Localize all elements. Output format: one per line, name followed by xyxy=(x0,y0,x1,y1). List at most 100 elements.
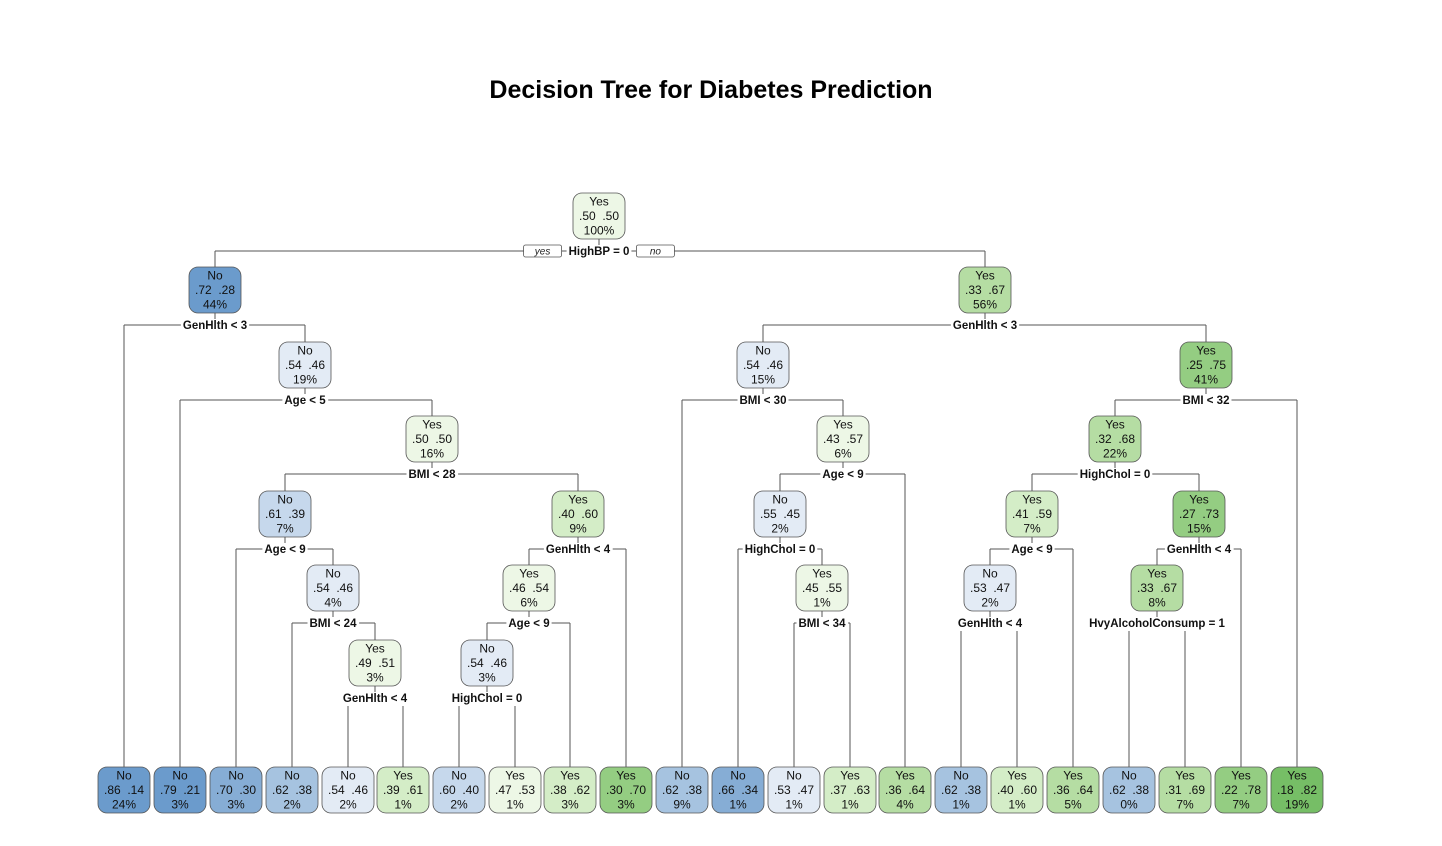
node-box xyxy=(551,490,605,538)
node-percentage: 2% xyxy=(283,798,301,812)
split-label-bg xyxy=(820,468,866,482)
split-label-bg xyxy=(1164,543,1234,557)
split-label: GenHlth < 4 xyxy=(340,692,410,706)
split-label: GenHlth < 4 xyxy=(543,543,613,557)
node-class-label: No xyxy=(451,769,467,783)
node-box xyxy=(188,266,242,314)
node-class-label: Yes xyxy=(1175,769,1195,783)
node-percentage: 41% xyxy=(1194,373,1218,387)
node-box xyxy=(1046,766,1100,814)
leaf-node: No.60 .402% xyxy=(432,766,486,814)
split-rule: BMI < 30 xyxy=(740,395,787,407)
split-label-bg xyxy=(449,692,525,706)
leaf-node: No.53 .471% xyxy=(767,766,821,814)
node-percentage: 1% xyxy=(813,596,831,610)
node-box xyxy=(488,766,542,814)
split-rule: Age < 9 xyxy=(264,544,305,556)
split-label-bg xyxy=(796,617,849,631)
node-box xyxy=(306,564,360,612)
node-class-label: Yes xyxy=(1287,769,1307,783)
node-percentage: 7% xyxy=(276,522,294,536)
node-class-label: No xyxy=(1121,769,1137,783)
node-class-label: Yes xyxy=(422,418,442,432)
split-label: BMI < 24 xyxy=(307,617,360,631)
node-class-label: Yes xyxy=(616,769,636,783)
split-label: Age < 9 xyxy=(1009,543,1055,557)
node-probabilities: .22 .78 xyxy=(1221,783,1261,797)
node-class-label: No xyxy=(228,769,244,783)
node-class-label: Yes xyxy=(589,195,609,209)
split-rule: HvyAlcoholConsump = 1 xyxy=(1089,618,1225,630)
tree-node: No.54 .464% xyxy=(306,564,360,612)
node-percentage: 2% xyxy=(771,522,789,536)
node-class-label: Yes xyxy=(393,769,413,783)
node-class-label: Yes xyxy=(812,567,832,581)
node-percentage: 22% xyxy=(1103,447,1127,461)
node-probabilities: .55 .45 xyxy=(760,507,800,521)
node-class-label: No xyxy=(207,269,223,283)
node-probabilities: .36 .64 xyxy=(1053,783,1093,797)
node-box xyxy=(767,766,821,814)
tree-node: Yes.43 .576% xyxy=(816,415,870,463)
node-probabilities: .66 .34 xyxy=(718,783,758,797)
node-percentage: 56% xyxy=(973,298,997,312)
tree-node: Yes.33 .678% xyxy=(1130,564,1184,612)
split-rule: GenHlth < 4 xyxy=(958,618,1023,630)
split-label-bg xyxy=(282,394,329,408)
node-class-label: No xyxy=(674,769,690,783)
split-rule: Age < 5 xyxy=(284,395,326,407)
split-label-bg xyxy=(955,617,1025,631)
node-box xyxy=(278,341,332,389)
node-box xyxy=(655,766,709,814)
node-probabilities: .41 .59 xyxy=(1012,507,1052,521)
node-probabilities: .50 .50 xyxy=(412,432,452,446)
node-class-label: Yes xyxy=(895,769,915,783)
split-rule: GenHlth < 4 xyxy=(546,544,611,556)
node-probabilities: .54 .46 xyxy=(285,358,325,372)
node-percentage: 9% xyxy=(569,522,587,536)
leaf-node: No.62 .380% xyxy=(1102,766,1156,814)
branch-tag-box xyxy=(636,244,675,258)
split-label-bg xyxy=(950,319,1020,333)
node-class-label: No xyxy=(297,344,313,358)
split-label: Age < 9 xyxy=(506,617,552,631)
branch-tag-yes: yes xyxy=(523,244,562,258)
node-probabilities: .18 .82 xyxy=(1277,783,1317,797)
chart-title: Decision Tree for Diabetes Prediction xyxy=(489,76,932,104)
leaf-node: No.66 .341% xyxy=(711,766,765,814)
branch-tag-no: no xyxy=(636,244,675,258)
split-rule: BMI < 28 xyxy=(409,469,457,481)
node-probabilities: .72 .28 xyxy=(195,283,235,297)
node-box xyxy=(823,766,877,814)
split-label: HighBP = 0 xyxy=(566,245,632,259)
node-class-label: Yes xyxy=(1196,344,1216,358)
node-box xyxy=(711,766,765,814)
node-class-label: No xyxy=(730,769,746,783)
node-box xyxy=(502,564,556,612)
leaf-node: No.62 .389% xyxy=(655,766,709,814)
split-label-bg xyxy=(543,543,613,557)
split-label-bg xyxy=(737,394,789,408)
node-probabilities: .79 .21 xyxy=(160,783,200,797)
node-box xyxy=(432,766,486,814)
split-rule: BMI < 34 xyxy=(799,618,847,630)
node-percentage: 7% xyxy=(1176,798,1194,812)
node-class-label: No xyxy=(479,642,495,656)
leaf-node: No.79 .213% xyxy=(153,766,207,814)
node-class-label: No xyxy=(953,769,969,783)
node-box xyxy=(1172,490,1226,538)
split-rule: GenHlth < 3 xyxy=(953,320,1017,332)
node-class-label: No xyxy=(982,567,998,581)
leaf-node: No.62 .382% xyxy=(265,766,319,814)
node-percentage: 1% xyxy=(394,798,412,812)
node-probabilities: .38 .62 xyxy=(550,783,590,797)
node-probabilities: .62 .38 xyxy=(1109,783,1149,797)
node-probabilities: .54 .46 xyxy=(743,358,783,372)
split-label-bg xyxy=(406,468,459,482)
node-class-label: Yes xyxy=(840,769,860,783)
